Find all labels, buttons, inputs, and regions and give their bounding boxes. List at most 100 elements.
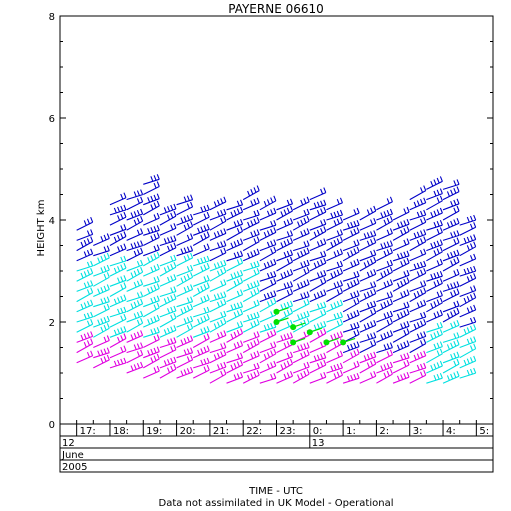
wind-barb	[143, 174, 160, 185]
barb-shaft	[326, 233, 343, 241]
barb-feather	[147, 257, 151, 263]
wind-barb	[292, 247, 310, 262]
barb-feather	[300, 293, 304, 299]
barb-feather	[303, 370, 307, 377]
barb-feather	[270, 228, 274, 235]
barb-shaft	[376, 373, 393, 384]
barb-feather	[233, 303, 237, 310]
wind-barb	[292, 298, 310, 313]
barb-feather	[86, 332, 90, 338]
wind-barb	[259, 360, 277, 374]
barb-shaft	[259, 377, 277, 384]
barb-shaft	[409, 202, 426, 211]
wind-barb	[426, 227, 443, 241]
barb-feather	[253, 261, 257, 268]
wind-barb	[176, 245, 194, 257]
barb-feather	[389, 215, 393, 222]
barb-feather	[423, 299, 427, 306]
barb-feather	[213, 232, 217, 238]
wind-barb	[193, 255, 210, 267]
barb-feather	[240, 328, 244, 334]
wind-barb	[259, 341, 277, 354]
wind-barb	[426, 207, 443, 221]
barb-feather	[136, 260, 140, 267]
barb-feather	[453, 199, 457, 206]
barb-feather	[350, 374, 354, 381]
barb-feather	[403, 271, 407, 277]
barb-feather	[320, 290, 324, 297]
barb-feather	[420, 351, 424, 358]
barb-feather	[90, 350, 94, 357]
barb-shaft	[392, 243, 410, 252]
barb-shaft	[226, 230, 243, 241]
wind-barb	[459, 214, 477, 226]
wind-barb	[376, 228, 393, 241]
wind-barb	[326, 350, 343, 364]
wind-barb	[226, 328, 244, 343]
barb-feather	[353, 220, 357, 227]
barb-feather	[423, 197, 427, 204]
barb-shaft	[226, 274, 243, 282]
barb-feather	[370, 270, 374, 276]
barb-feather	[339, 331, 343, 337]
wind-barb	[442, 351, 460, 364]
barb-shaft	[242, 343, 260, 354]
barb-feather	[366, 353, 370, 360]
barb-feather	[170, 244, 174, 250]
barb-feather	[400, 354, 404, 361]
barb-feather	[420, 363, 424, 370]
wind-barb	[459, 253, 477, 267]
barb-feather	[203, 358, 207, 365]
barb-shaft	[326, 292, 343, 303]
barb-shaft	[76, 343, 93, 354]
barb-feather	[423, 260, 427, 267]
barb-feather	[366, 334, 370, 340]
barb-feather	[253, 300, 257, 307]
barb-feather	[266, 261, 270, 268]
barb-shaft	[342, 326, 360, 333]
barb-shaft	[126, 245, 143, 252]
barb-feather	[270, 299, 274, 305]
barb-feather	[203, 213, 207, 219]
wind-barb	[176, 366, 194, 379]
barb-feather	[303, 198, 307, 204]
wind-barb	[442, 198, 460, 211]
barb-feather	[416, 211, 420, 218]
barb-feather	[403, 373, 407, 379]
wind-barb	[143, 263, 160, 277]
barb-feather	[133, 332, 137, 339]
barb-feather	[446, 284, 450, 290]
barb-shaft	[209, 296, 227, 303]
wind-barb	[442, 281, 460, 292]
wind-barb	[76, 338, 94, 354]
barb-shaft	[409, 316, 426, 323]
barb-feather	[156, 334, 160, 340]
barb-feather	[363, 233, 367, 239]
barb-feather	[270, 248, 274, 254]
barb-feather	[103, 336, 107, 343]
barb-feather	[370, 360, 374, 367]
wind-barb	[176, 194, 194, 206]
barb-shaft	[442, 336, 460, 343]
barb-feather	[236, 361, 240, 367]
wind-barb	[376, 247, 393, 262]
barb-shaft	[126, 283, 143, 292]
barb-feather	[256, 216, 260, 223]
barb-shaft	[226, 211, 243, 221]
barb-shaft	[392, 376, 410, 384]
wind-barb	[276, 217, 294, 231]
barb-feather	[320, 373, 324, 379]
barb-shaft	[126, 334, 143, 343]
wind-barb	[193, 306, 210, 318]
barb-feather	[389, 240, 393, 246]
wind-barb	[292, 228, 310, 241]
barb-feather	[256, 197, 260, 204]
barb-feather	[439, 207, 443, 214]
barb-shaft	[292, 271, 310, 282]
barb-shaft	[442, 234, 460, 241]
barb-shaft	[309, 274, 327, 282]
barb-feather	[86, 281, 90, 287]
barb-feather	[270, 322, 274, 329]
barb-feather	[156, 174, 160, 180]
barb-shaft	[392, 306, 410, 313]
